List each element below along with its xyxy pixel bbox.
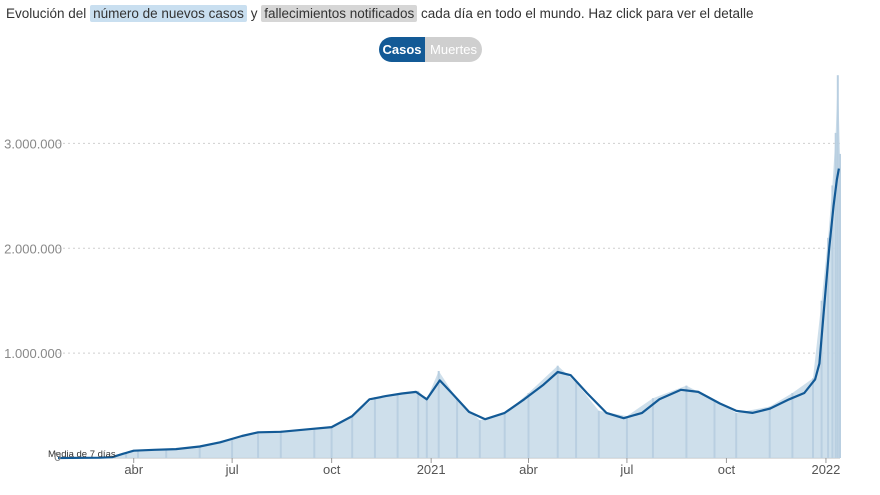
daily-bar bbox=[836, 75, 839, 458]
daily-bars bbox=[58, 75, 841, 458]
daily-bar bbox=[791, 393, 794, 458]
deaths-link[interactable]: fallecimientos notificados bbox=[261, 5, 418, 22]
daily-bar bbox=[527, 393, 530, 458]
daily-bar bbox=[478, 420, 481, 458]
daily-bar bbox=[651, 398, 654, 458]
daily-bar bbox=[137, 450, 139, 458]
y-axis: 1.000.000 2.000.000 3.000.000 bbox=[4, 136, 62, 361]
daily-bar bbox=[713, 400, 716, 458]
average-line bbox=[57, 168, 840, 460]
daily-bar bbox=[735, 412, 738, 458]
daily-bar bbox=[575, 382, 578, 458]
daily-bar bbox=[165, 449, 168, 458]
daily-bar bbox=[417, 390, 420, 458]
x-axis: abr jul oct 2021 abr jul oct 2022 bbox=[124, 458, 840, 477]
x-tick-label: jul bbox=[225, 462, 239, 477]
daily-bar bbox=[125, 452, 128, 458]
x-tick-label: jul bbox=[619, 462, 633, 477]
daily-bar bbox=[351, 416, 354, 458]
daily-bar bbox=[768, 406, 771, 458]
daily-bars-envelope bbox=[58, 75, 840, 458]
intro-suffix: cada día en todo el mundo. Haz click par… bbox=[421, 6, 754, 21]
toggle-cases-button[interactable]: Casos bbox=[379, 37, 425, 62]
y-tick-label: 3.000.000 bbox=[4, 136, 62, 151]
daily-bar bbox=[597, 410, 600, 458]
daily-bar bbox=[330, 427, 333, 458]
x-tick-label: 2022 bbox=[811, 462, 840, 477]
daily-bar bbox=[839, 153, 841, 458]
daily-bar bbox=[437, 371, 440, 458]
daily-bar bbox=[456, 399, 459, 458]
y-baseline-label: 0 bbox=[54, 449, 61, 464]
toggle-deaths-button[interactable]: Muertes bbox=[425, 37, 482, 62]
daily-bar bbox=[425, 399, 428, 458]
intro-prefix: Evolución del bbox=[6, 6, 87, 21]
average-line-layer bbox=[57, 168, 840, 460]
x-tick-label: oct bbox=[323, 462, 341, 477]
x-tick-label: 2021 bbox=[417, 462, 446, 477]
daily-bar bbox=[685, 385, 688, 458]
daily-bar bbox=[834, 132, 837, 458]
x-tick-label: abr bbox=[124, 462, 143, 477]
intro-joiner: y bbox=[250, 6, 258, 21]
daily-bar bbox=[625, 416, 628, 458]
average-annotation: Media de 7 días bbox=[48, 449, 116, 460]
cases-link[interactable]: número de nuevos casos bbox=[90, 5, 247, 22]
daily-bar bbox=[279, 430, 282, 458]
daily-bar bbox=[820, 300, 823, 458]
daily-bar bbox=[831, 185, 834, 458]
y-tick-label: 1.000.000 bbox=[4, 346, 62, 361]
daily-bar bbox=[114, 457, 117, 458]
daily-bar bbox=[812, 378, 814, 458]
x-tick-label: abr bbox=[519, 462, 538, 477]
daily-bar bbox=[373, 397, 376, 458]
daily-bar bbox=[313, 428, 316, 458]
chart-intro: Evolución del número de nuevos casos y f… bbox=[6, 5, 754, 22]
x-tick-label: oct bbox=[718, 462, 736, 477]
daily-bar bbox=[231, 438, 234, 458]
y-tick-label: 2.000.000 bbox=[4, 241, 62, 256]
daily-bar bbox=[503, 414, 506, 458]
daily-bar bbox=[257, 431, 260, 458]
metric-toggle: Casos Muertes bbox=[379, 37, 482, 62]
daily-bar bbox=[198, 445, 201, 458]
daily-bar bbox=[396, 395, 399, 458]
daily-bar bbox=[556, 365, 559, 458]
daily-bar bbox=[827, 237, 830, 458]
